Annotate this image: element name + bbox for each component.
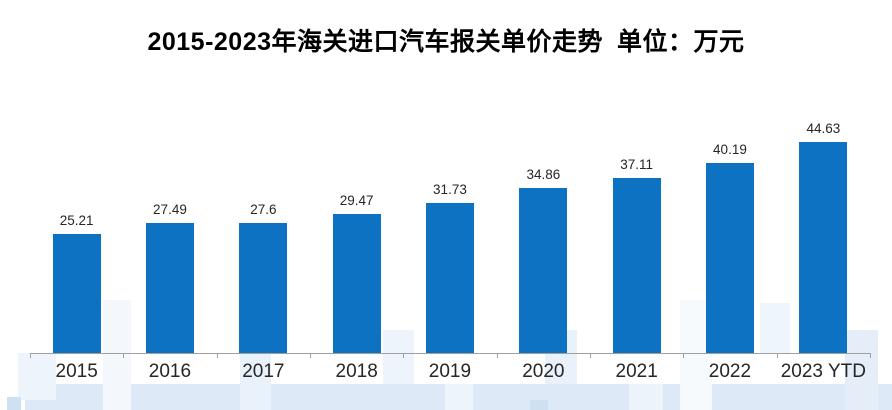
x-axis-line — [30, 353, 870, 354]
x-axis-label: 2016 — [148, 361, 192, 382]
x-axis-tick — [403, 353, 405, 358]
watermark-rect — [18, 353, 56, 400]
x-axis-tick — [123, 353, 125, 358]
watermark-rect — [530, 400, 548, 410]
bar-value-label: 27.49 — [153, 202, 187, 217]
bar — [426, 203, 474, 353]
watermark-rect — [7, 397, 21, 410]
x-axis-tick — [496, 353, 498, 358]
bar — [519, 188, 568, 353]
bar-value-label: 40.19 — [713, 142, 747, 157]
x-axis-tick — [310, 353, 311, 358]
bar — [239, 223, 288, 353]
watermark-rect — [760, 303, 790, 353]
watermark-rect — [629, 384, 663, 410]
x-axis-tick — [683, 353, 685, 358]
bar-value-label: 25.21 — [59, 213, 94, 228]
bar — [52, 234, 101, 353]
bar-value-label: 27.6 — [250, 202, 277, 217]
watermark-rect — [845, 330, 878, 410]
bar — [799, 142, 848, 353]
bar-value-label: 34.86 — [526, 167, 561, 182]
x-axis-label: 2021 — [615, 361, 658, 382]
bar — [612, 178, 661, 353]
x-axis-tick — [590, 353, 591, 358]
x-axis-tick — [870, 353, 871, 358]
bar-value-label: 44.63 — [806, 121, 841, 136]
chart-title-text: 2015-2023年海关进口汽车报关单价走势 — [147, 28, 604, 56]
x-axis-label: 2022 — [708, 361, 752, 382]
x-axis-tick — [30, 353, 31, 358]
watermark-rect — [383, 330, 414, 384]
x-axis-tick — [216, 353, 218, 358]
bar-value-label: 29.47 — [339, 193, 374, 208]
x-axis-tick — [776, 353, 778, 358]
bar — [146, 223, 194, 353]
x-axis-label: 2019 — [428, 361, 472, 382]
x-axis-label: 2017 — [242, 361, 285, 382]
x-axis-label: 2020 — [522, 361, 565, 382]
x-axis-label: 2018 — [335, 361, 378, 382]
bar — [332, 214, 381, 353]
watermark-rect — [445, 384, 473, 410]
bar — [706, 163, 754, 353]
chart-title: 2015-2023年海关进口汽车报关单价走势 单位：万元 — [0, 22, 892, 58]
chart-unit-label: 单位：万元 — [617, 28, 745, 56]
bar-value-label: 31.73 — [433, 182, 467, 197]
x-axis-label: 2015 — [55, 361, 98, 382]
bar-value-label: 37.11 — [620, 157, 654, 172]
x-axis-label: 2023 YTD — [780, 361, 866, 382]
watermark-rect — [103, 300, 131, 410]
